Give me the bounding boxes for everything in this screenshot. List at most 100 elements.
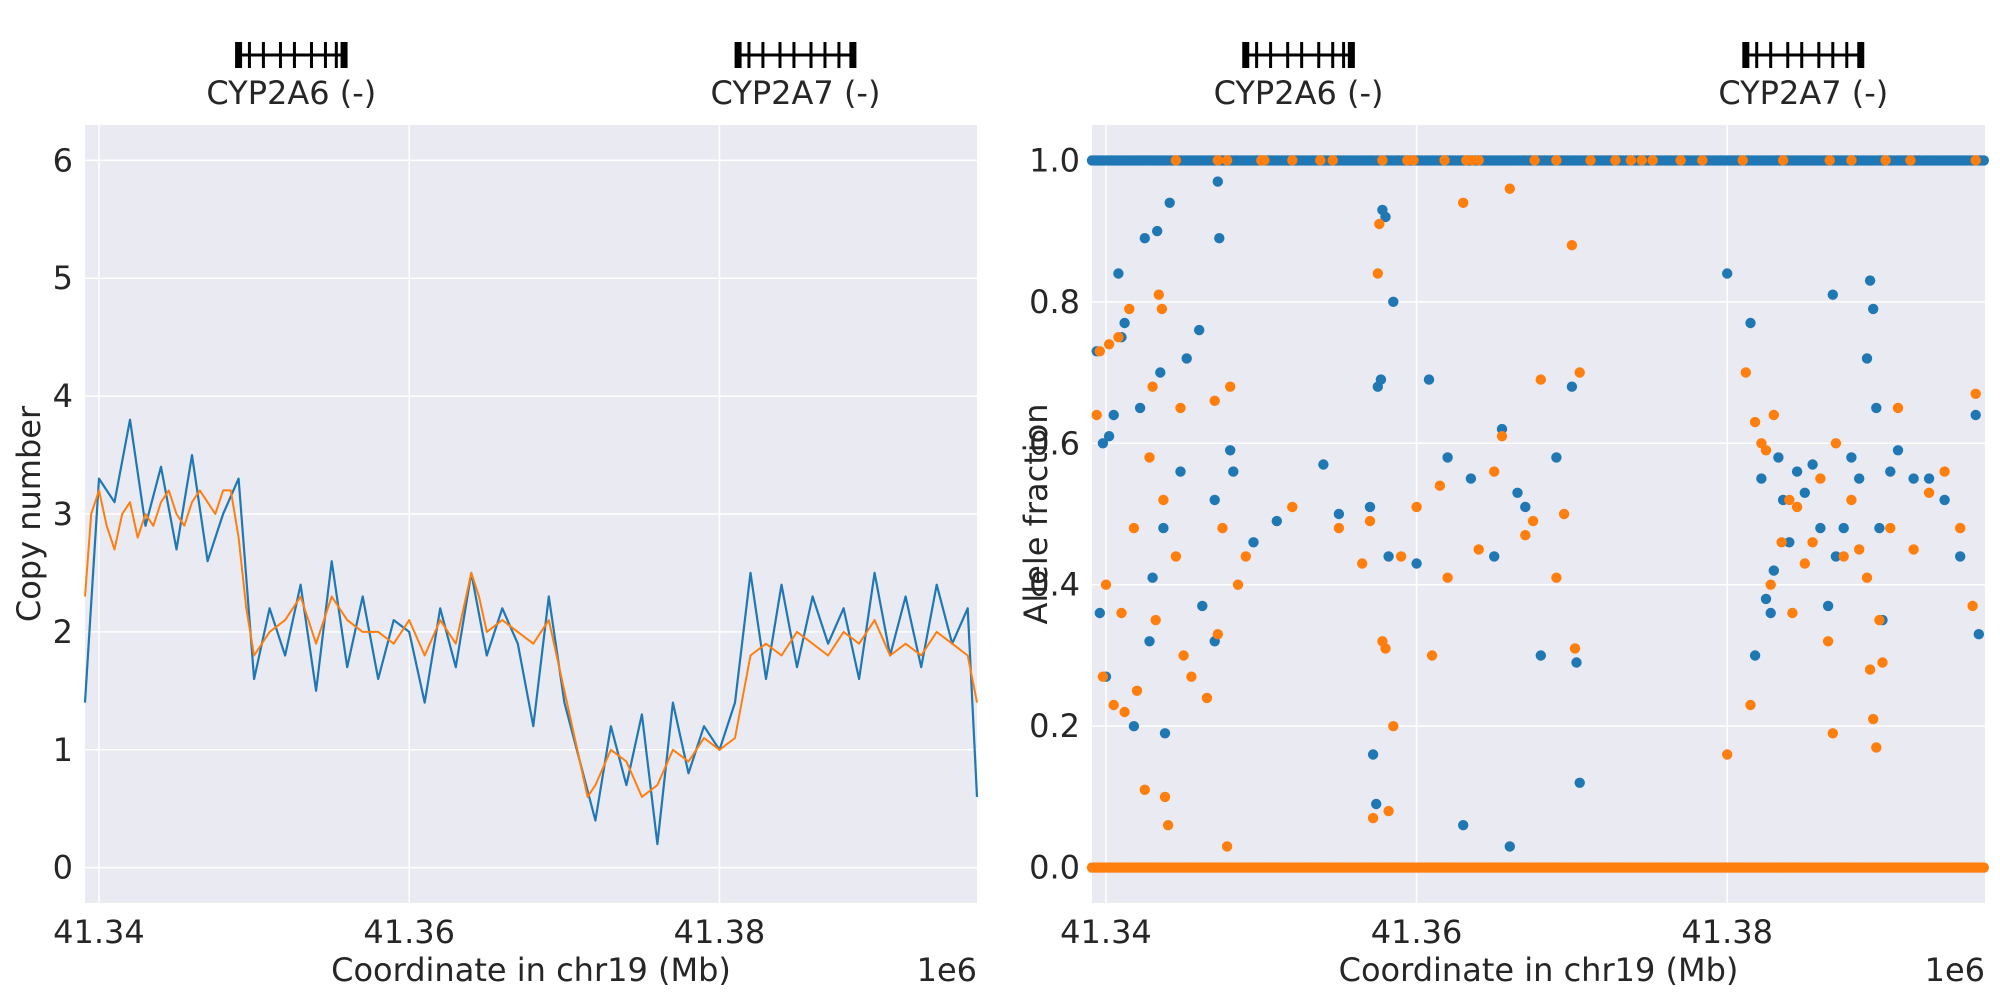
exon-mark xyxy=(778,42,782,68)
data-point xyxy=(1939,494,1950,506)
exon-mark xyxy=(1786,42,1790,68)
y-tick-label: 0.0 xyxy=(1029,849,1080,887)
exon-mark xyxy=(1742,42,1750,68)
data-point xyxy=(1885,466,1896,477)
data-point xyxy=(1147,381,1158,392)
data-point xyxy=(1139,233,1151,244)
data-point xyxy=(1520,501,1531,513)
data-point xyxy=(1209,395,1220,406)
data-point xyxy=(1212,176,1224,187)
data-point xyxy=(1367,749,1379,760)
data-point xyxy=(1159,791,1171,803)
data-point xyxy=(1827,728,1839,739)
data-point xyxy=(1760,593,1772,605)
data-point xyxy=(1388,721,1399,732)
data-point xyxy=(1504,183,1516,194)
exon-mark xyxy=(235,42,243,68)
data-point xyxy=(1636,155,1647,166)
data-point xyxy=(1162,820,1174,831)
data-point xyxy=(1791,501,1803,513)
exon-mark xyxy=(1347,42,1355,68)
data-point xyxy=(1923,473,1935,484)
data-point xyxy=(1551,155,1562,166)
gene-track: CYP2A6 (-) CYP2A7 (-) xyxy=(206,42,880,112)
data-point xyxy=(1864,664,1876,675)
data-point xyxy=(1144,636,1155,647)
data-point xyxy=(1175,402,1186,414)
data-point xyxy=(1287,155,1298,166)
y-tick-label: 5 xyxy=(53,259,73,297)
data-point xyxy=(1131,685,1143,696)
data-point xyxy=(1158,522,1169,534)
exon-mark xyxy=(1342,42,1346,68)
data-point xyxy=(1364,501,1376,513)
data-point xyxy=(1186,671,1197,682)
data-point xyxy=(1170,551,1182,562)
data-point xyxy=(1520,530,1531,541)
data-point xyxy=(1134,402,1146,414)
exon-mark xyxy=(1755,42,1759,68)
exon-mark xyxy=(792,42,796,68)
exon-mark xyxy=(340,42,348,68)
data-point xyxy=(1569,643,1581,654)
data-point xyxy=(1116,607,1127,619)
data-point xyxy=(1566,240,1578,251)
data-point xyxy=(1097,438,1109,449)
x-axis-offset-label: 1e6 xyxy=(917,951,977,989)
exon-mark xyxy=(1255,42,1259,68)
data-point xyxy=(1970,388,1981,399)
data-point xyxy=(1108,699,1119,711)
exon-mark xyxy=(1242,42,1250,68)
data-point xyxy=(1955,522,1966,534)
data-point xyxy=(1815,473,1826,484)
data-point xyxy=(1256,155,1267,166)
data-point xyxy=(1377,155,1388,166)
data-point xyxy=(1955,551,1966,562)
x-axis-label: Coordinate in chr19 (Mb) xyxy=(1339,951,1739,989)
data-point xyxy=(1807,459,1818,470)
data-point xyxy=(1854,544,1865,555)
data-point xyxy=(1923,487,1935,498)
data-point xyxy=(1465,473,1477,484)
data-point xyxy=(1439,155,1450,166)
series-line-0 xyxy=(83,418,979,846)
data-point xyxy=(1551,452,1562,463)
data-point xyxy=(1271,515,1283,527)
data-point xyxy=(1170,155,1182,166)
x-axis: 41.34 41.36 41.38 xyxy=(1060,913,1773,951)
exon-mark xyxy=(1286,42,1290,68)
data-point xyxy=(1240,551,1252,562)
series-line-1 xyxy=(84,489,978,798)
data-point xyxy=(1773,452,1784,463)
data-point xyxy=(1371,798,1382,810)
data-point xyxy=(1442,452,1453,463)
data-point xyxy=(1119,706,1130,718)
data-point xyxy=(1846,155,1857,166)
exon-mark xyxy=(734,42,742,68)
exon-mark xyxy=(247,42,251,68)
data-point xyxy=(1756,473,1767,484)
data-point xyxy=(1221,155,1233,166)
data-point xyxy=(1364,515,1376,527)
data-point xyxy=(1939,466,1950,477)
gene-track: CYP2A6 (-) CYP2A7 (-) xyxy=(1214,42,1888,112)
x-axis: 41.34 41.36 41.38 xyxy=(53,913,765,951)
data-point xyxy=(1765,579,1776,590)
data-point xyxy=(1625,155,1637,166)
data-point xyxy=(1861,353,1873,364)
data-point xyxy=(1871,742,1882,753)
data-point xyxy=(1970,155,1981,166)
data-point xyxy=(1209,494,1220,506)
data-point xyxy=(1846,494,1857,506)
data-point xyxy=(1489,551,1500,562)
data-point xyxy=(1799,558,1811,569)
exon-mark xyxy=(1300,42,1304,68)
data-point xyxy=(1978,862,1990,873)
data-point xyxy=(1458,820,1469,831)
data-point xyxy=(1194,324,1205,336)
series-marks xyxy=(83,418,979,846)
baseline-points-0 xyxy=(1086,862,1990,873)
data-point xyxy=(1874,614,1885,626)
y-tick-label: 0.4 xyxy=(1029,566,1080,604)
